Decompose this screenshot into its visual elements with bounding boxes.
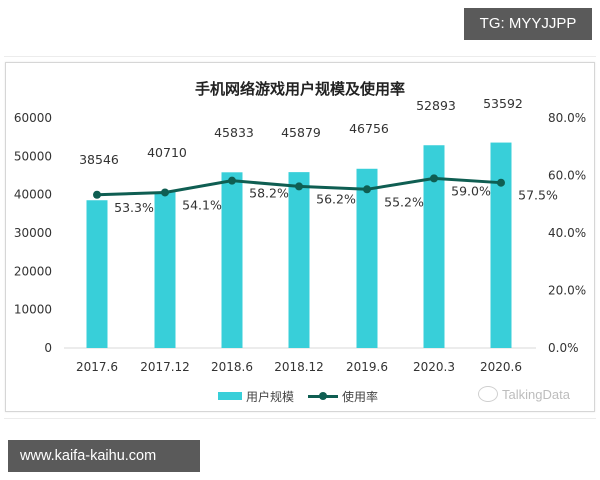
watermark: TalkingData <box>478 386 570 402</box>
rate-value-label: 53.3% <box>114 200 154 215</box>
chart-title: 手机网络游戏用户规模及使用率 <box>194 80 405 98</box>
line-swatch-icon <box>308 391 339 400</box>
left-axis-tick: 20000 <box>14 264 52 278</box>
right-axis-tick: 0.0% <box>548 341 579 355</box>
tg-badge: TG: MYYJJPP <box>464 8 592 40</box>
bar <box>86 200 108 348</box>
bar-value-label: 53592 <box>483 96 523 111</box>
rate-value-label: 58.2% <box>249 186 289 201</box>
bar <box>154 191 176 348</box>
left-axis-tick: 0 <box>44 341 52 355</box>
x-axis-tick: 2020.6 <box>480 360 522 374</box>
bar <box>356 168 378 348</box>
rate-point <box>161 188 169 197</box>
legend: 用户规模 使用率 <box>218 386 392 406</box>
bar-value-label: 52893 <box>416 98 456 113</box>
left-axis-tick: 50000 <box>14 149 52 163</box>
rate-value-label: 55.2% <box>384 194 424 209</box>
bar-value-label: 40710 <box>147 145 187 160</box>
x-axis-tick: 2019.6 <box>346 360 388 374</box>
wechat-icon <box>478 386 498 402</box>
bar <box>221 172 243 348</box>
right-axis-tick: 20.0% <box>548 284 586 298</box>
rate-value-label: 59.0% <box>451 183 491 198</box>
top-separator <box>4 56 596 57</box>
left-axis-tick: 30000 <box>14 226 52 240</box>
watermark-text: TalkingData <box>502 386 570 402</box>
right-axis-tick: 40.0% <box>548 226 586 240</box>
left-axis-tick: 60000 <box>14 111 52 125</box>
rate-point <box>295 182 303 191</box>
rate-value-label: 57.5% <box>518 188 558 203</box>
x-axis-tick: 2017.6 <box>76 360 118 374</box>
bar-value-label: 46756 <box>349 121 389 136</box>
rate-point <box>228 176 236 185</box>
bar <box>423 145 445 348</box>
left-axis-tick: 40000 <box>14 188 52 202</box>
right-axis-tick: 60.0% <box>548 169 586 183</box>
legend-label-rate: 使用率 <box>342 389 379 404</box>
bar <box>490 142 512 348</box>
rate-value-label: 56.2% <box>316 191 356 206</box>
rate-point <box>430 174 438 183</box>
bar-value-label: 45833 <box>214 125 254 140</box>
site-badge: www.kaifa-kaihu.com <box>8 440 200 472</box>
bar-swatch-icon <box>218 392 242 400</box>
bar-value-label: 38546 <box>79 152 119 167</box>
x-axis-tick: 2017.12 <box>140 360 190 374</box>
rate-value-label: 54.1% <box>182 197 222 212</box>
right-axis-tick: 80.0% <box>548 111 586 125</box>
legend-label-users: 用户规模 <box>246 389 295 404</box>
bar <box>288 172 310 348</box>
rate-point <box>93 190 101 199</box>
legend-item-rate: 使用率 <box>308 388 378 405</box>
legend-item-users: 用户规模 <box>218 388 294 405</box>
x-axis-tick: 2018.6 <box>211 360 253 374</box>
x-axis-tick: 2018.12 <box>274 360 324 374</box>
bar-value-label: 45879 <box>281 125 321 140</box>
rate-point <box>497 178 505 187</box>
left-axis-tick: 10000 <box>14 303 52 317</box>
x-axis-tick: 2020.3 <box>413 360 455 374</box>
rate-point <box>363 185 371 194</box>
bottom-separator <box>4 418 596 419</box>
